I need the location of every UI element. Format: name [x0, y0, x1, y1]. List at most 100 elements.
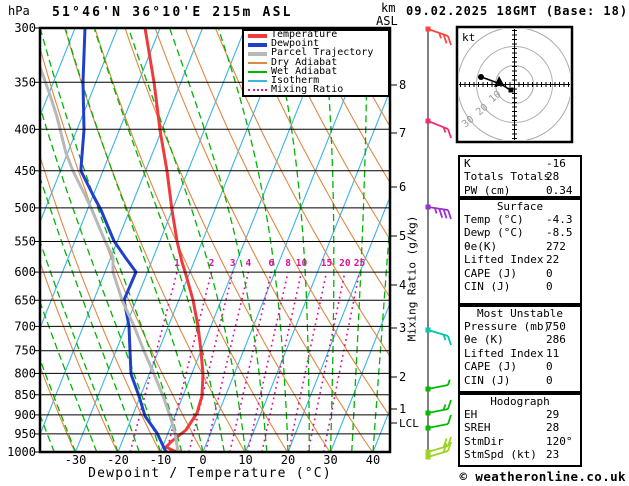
- stat-value: 28: [546, 421, 560, 435]
- legend-swatch-dry-adiabat: [248, 61, 267, 64]
- wet-adiabat-line: [372, 227, 389, 452]
- wet-adiabat-line: [41, 360, 77, 452]
- temp-tick-label: 10: [238, 453, 252, 467]
- stat-value: 23: [546, 448, 560, 462]
- temp-tick-label: 0: [199, 453, 206, 467]
- stat-value: 0.34: [546, 183, 573, 197]
- stat-value: 0: [546, 360, 553, 374]
- temp-tick-label: -30: [65, 453, 87, 467]
- legend-item: Dewpoint: [244, 38, 388, 50]
- pressure-tick-label: 950: [14, 427, 36, 441]
- km-tick-label: 1: [399, 402, 406, 416]
- stats-section-most-unstable: Most Unstable Pressure (mb) 750 θe (K) 286 Li…: [458, 305, 582, 393]
- pressure-tick-label: 400: [14, 122, 36, 136]
- pressure-tick-label: 450: [14, 164, 36, 178]
- isotherm-line: [329, 304, 389, 452]
- wet-adiabat-line: [0, 29, 12, 452]
- stats-section: K -16 Totals Totals 28 PW (cm) 0.34: [458, 155, 582, 198]
- wet-adiabat-line: [271, 29, 310, 452]
- stats-section-header: Hodograph: [490, 395, 550, 408]
- wet-adiabat-line: [169, 29, 268, 452]
- stat-value: 29: [546, 408, 560, 421]
- dry-adiabat-line: [305, 28, 389, 182]
- mixing-ratio-line: [165, 271, 213, 452]
- stat-row: Temp (°C) -4.3: [460, 213, 580, 226]
- mixing-ratio-value-label: 2: [209, 258, 215, 269]
- series-temperature: [143, 28, 205, 452]
- stat-label: Lifted Index: [464, 346, 544, 360]
- legend-item: Parcel Trajectory: [244, 48, 388, 58]
- mixing-ratio-line: [188, 271, 234, 452]
- asl-axis-label: ASL: [376, 14, 398, 28]
- pressure-tick-label: 850: [14, 388, 36, 402]
- legend-label: Dewpoint: [271, 38, 320, 50]
- stat-row: θe(K) 272: [460, 240, 580, 253]
- stat-value: 0: [546, 279, 553, 293]
- mixing-ratio-line: [287, 271, 328, 452]
- stat-value: 11: [546, 346, 560, 360]
- temp-tick-label: 20: [281, 453, 295, 467]
- km-tick-label: 2: [399, 370, 406, 384]
- isotherm-line: [41, 28, 76, 115]
- legend-swatch-parcel-trajectory: [248, 52, 267, 57]
- stat-row: Lifted Index 11: [460, 347, 580, 360]
- legend-swatch-dewpoint: [248, 43, 267, 48]
- pressure-tick-label: 600: [14, 265, 36, 279]
- pressure-tick-label: 550: [14, 234, 36, 248]
- pressure-tick-label: 300: [14, 21, 36, 35]
- pressure-tick-label: 650: [14, 293, 36, 307]
- pressure-tick-label: 800: [14, 366, 36, 380]
- legend-swatch-mixing-ratio: [248, 89, 267, 92]
- stat-label: StmSpd (kt): [464, 448, 537, 462]
- wind-barb-icon: [425, 379, 451, 392]
- stat-label: θe (K): [464, 333, 504, 347]
- legend-label: Isotherm: [271, 74, 320, 86]
- legend-label: Dry Adiabat: [271, 56, 338, 68]
- pressure-unit-label: hPa: [8, 4, 30, 18]
- pressure-tick-label: 1000: [7, 445, 36, 459]
- stat-value: -4.3: [546, 213, 573, 226]
- temp-tick-label: 40: [366, 453, 380, 467]
- dry-adiabat-line: [245, 28, 389, 297]
- stat-value: 120°: [546, 434, 573, 448]
- legend-item: Mixing Ratio: [244, 85, 388, 95]
- stats-section-header: Surface: [496, 200, 544, 213]
- mixing-ratio-value-label: 8: [285, 258, 291, 269]
- stat-row: CIN (J) 0: [460, 280, 580, 293]
- stat-row: K -16: [460, 157, 580, 170]
- stats-section-header: Most Unstable: [476, 307, 564, 320]
- mixing-ratio-line: [229, 271, 273, 452]
- isotherm-line: [41, 28, 119, 221]
- temp-tick-label: 30: [323, 453, 337, 467]
- stat-value: 28: [546, 170, 560, 184]
- stat-label: EH: [464, 408, 478, 421]
- legend-swatch-wet-adiabat: [248, 70, 267, 73]
- chart-legend: Temperature Dewpoint Parcel Trajectory Dry …: [242, 29, 390, 97]
- pressure-tick-label: 350: [14, 75, 36, 89]
- stat-row: StmSpd (kt) 23: [460, 448, 580, 461]
- stat-row: Dewp (°C) -8.5: [460, 226, 580, 239]
- km-tick-label: 5: [399, 229, 406, 243]
- mixing-ratio-line: [322, 271, 361, 452]
- km-tick-label: 8: [399, 78, 406, 92]
- legend-label: Wet Adiabat: [271, 65, 338, 77]
- mixing-ratio-value-label: 25: [354, 258, 366, 269]
- km-axis-label: km: [381, 1, 396, 15]
- wet-adiabat-line: [351, 29, 368, 452]
- wind-barb-icon: [425, 118, 452, 139]
- mixing-ratio-value-label: 1: [174, 258, 180, 269]
- km-tick-label: 6: [399, 180, 406, 194]
- wind-barb-icon: [425, 204, 452, 220]
- stat-value: 750: [546, 320, 566, 333]
- series-parcel-trajectory: [41, 65, 180, 452]
- stat-row: CIN (J) 0: [460, 374, 580, 387]
- legend-swatch-isotherm: [248, 79, 267, 82]
- mixing-ratio-value-label: 10: [296, 258, 308, 269]
- dry-adiabat-line: [275, 28, 389, 239]
- series-dewpoint: [79, 28, 168, 452]
- wind-barb-column: [425, 26, 452, 460]
- stat-value: 22: [546, 253, 560, 267]
